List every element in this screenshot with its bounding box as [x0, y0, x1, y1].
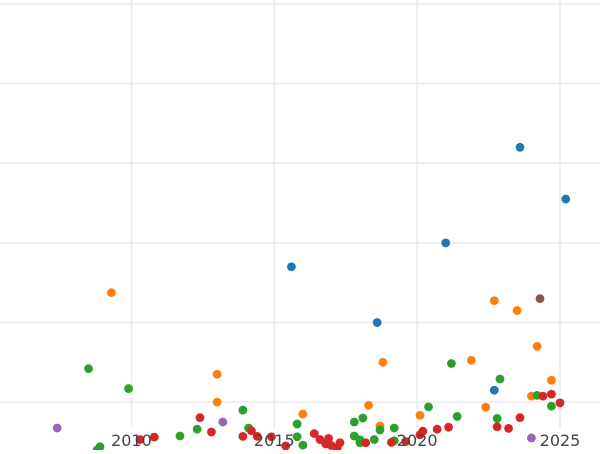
scatter-point: [238, 431, 248, 441]
scatter-point: [292, 432, 302, 442]
scatter-point: [538, 391, 548, 401]
scatter-point: [401, 437, 411, 446]
scatter-point: [309, 429, 319, 438]
scatter-point: [195, 413, 205, 423]
scatter-point: [247, 426, 256, 436]
scatter-point: [515, 413, 525, 423]
scatter-point: [418, 426, 428, 436]
scatter-point: [532, 341, 542, 351]
y-gridlines: [0, 3, 600, 403]
scatter-point: [212, 369, 222, 379]
scatter-point: [547, 389, 556, 399]
x-tick-label: 2020: [397, 431, 438, 450]
scatter-point: [192, 424, 202, 434]
x-tick-label: 2010: [111, 431, 152, 450]
scatter-point: [492, 414, 502, 423]
scatter-point: [361, 438, 371, 448]
scatter-point: [512, 306, 522, 315]
scatter-point: [452, 412, 462, 421]
scatter-point: [135, 435, 145, 444]
scatter-point: [335, 438, 345, 448]
scatter-point: [432, 424, 442, 434]
scatter-point: [212, 397, 222, 407]
scatter-point: [515, 142, 525, 152]
data-points: [52, 142, 571, 454]
scatter-point: [441, 238, 451, 248]
scatter-point: [149, 432, 159, 442]
scatter-point: [281, 441, 291, 451]
scatter-point: [95, 442, 105, 452]
scatter-point: [415, 410, 425, 420]
scatter-point: [378, 357, 388, 367]
scatter-point: [218, 417, 228, 427]
scatter-point: [467, 355, 476, 365]
scatter-point: [535, 294, 545, 304]
scatter-point: [547, 401, 556, 411]
scatter-point: [358, 413, 368, 423]
scatter-point: [267, 432, 276, 442]
scatter-point: [107, 288, 116, 298]
scatter-point: [372, 318, 382, 327]
scatter-point: [489, 385, 499, 395]
scatter-point: [175, 431, 185, 441]
scatter-point: [489, 296, 499, 305]
scatter-point: [504, 423, 513, 433]
scatter-point: [375, 425, 385, 435]
scatter-point: [495, 374, 505, 384]
scatter-point: [349, 417, 359, 427]
scatter-point: [52, 423, 62, 433]
x-tick-label: 2015: [254, 431, 295, 450]
scatter-point: [298, 409, 308, 419]
scatter-point: [287, 262, 296, 272]
scatter-point: [387, 437, 396, 447]
scatter-point: [364, 400, 373, 410]
x-tick-labels: 2010 2015 2020 2025: [111, 431, 580, 450]
scatter-point: [252, 431, 262, 441]
scatter-point: [527, 433, 536, 443]
scatter-point: [447, 359, 456, 368]
scatter-point: [238, 405, 248, 415]
scatter-point: [369, 435, 379, 444]
scatter-point: [481, 402, 491, 412]
scatter-point: [424, 402, 433, 412]
scatter-point: [207, 427, 216, 437]
scatter-point: [124, 384, 133, 393]
x-gridlines: [130, 0, 561, 428]
scatter-point: [547, 375, 556, 385]
x-tick-label: 2025: [540, 431, 581, 450]
scatter-point: [555, 398, 565, 408]
scatter-point: [292, 419, 302, 429]
scatter-point: [298, 440, 308, 450]
scatter-point: [389, 423, 399, 433]
scatter-point: [561, 194, 571, 204]
scatter-point: [324, 433, 333, 443]
scatter-point: [84, 364, 93, 374]
scatter-point: [492, 422, 502, 432]
scatter-point: [444, 422, 453, 432]
